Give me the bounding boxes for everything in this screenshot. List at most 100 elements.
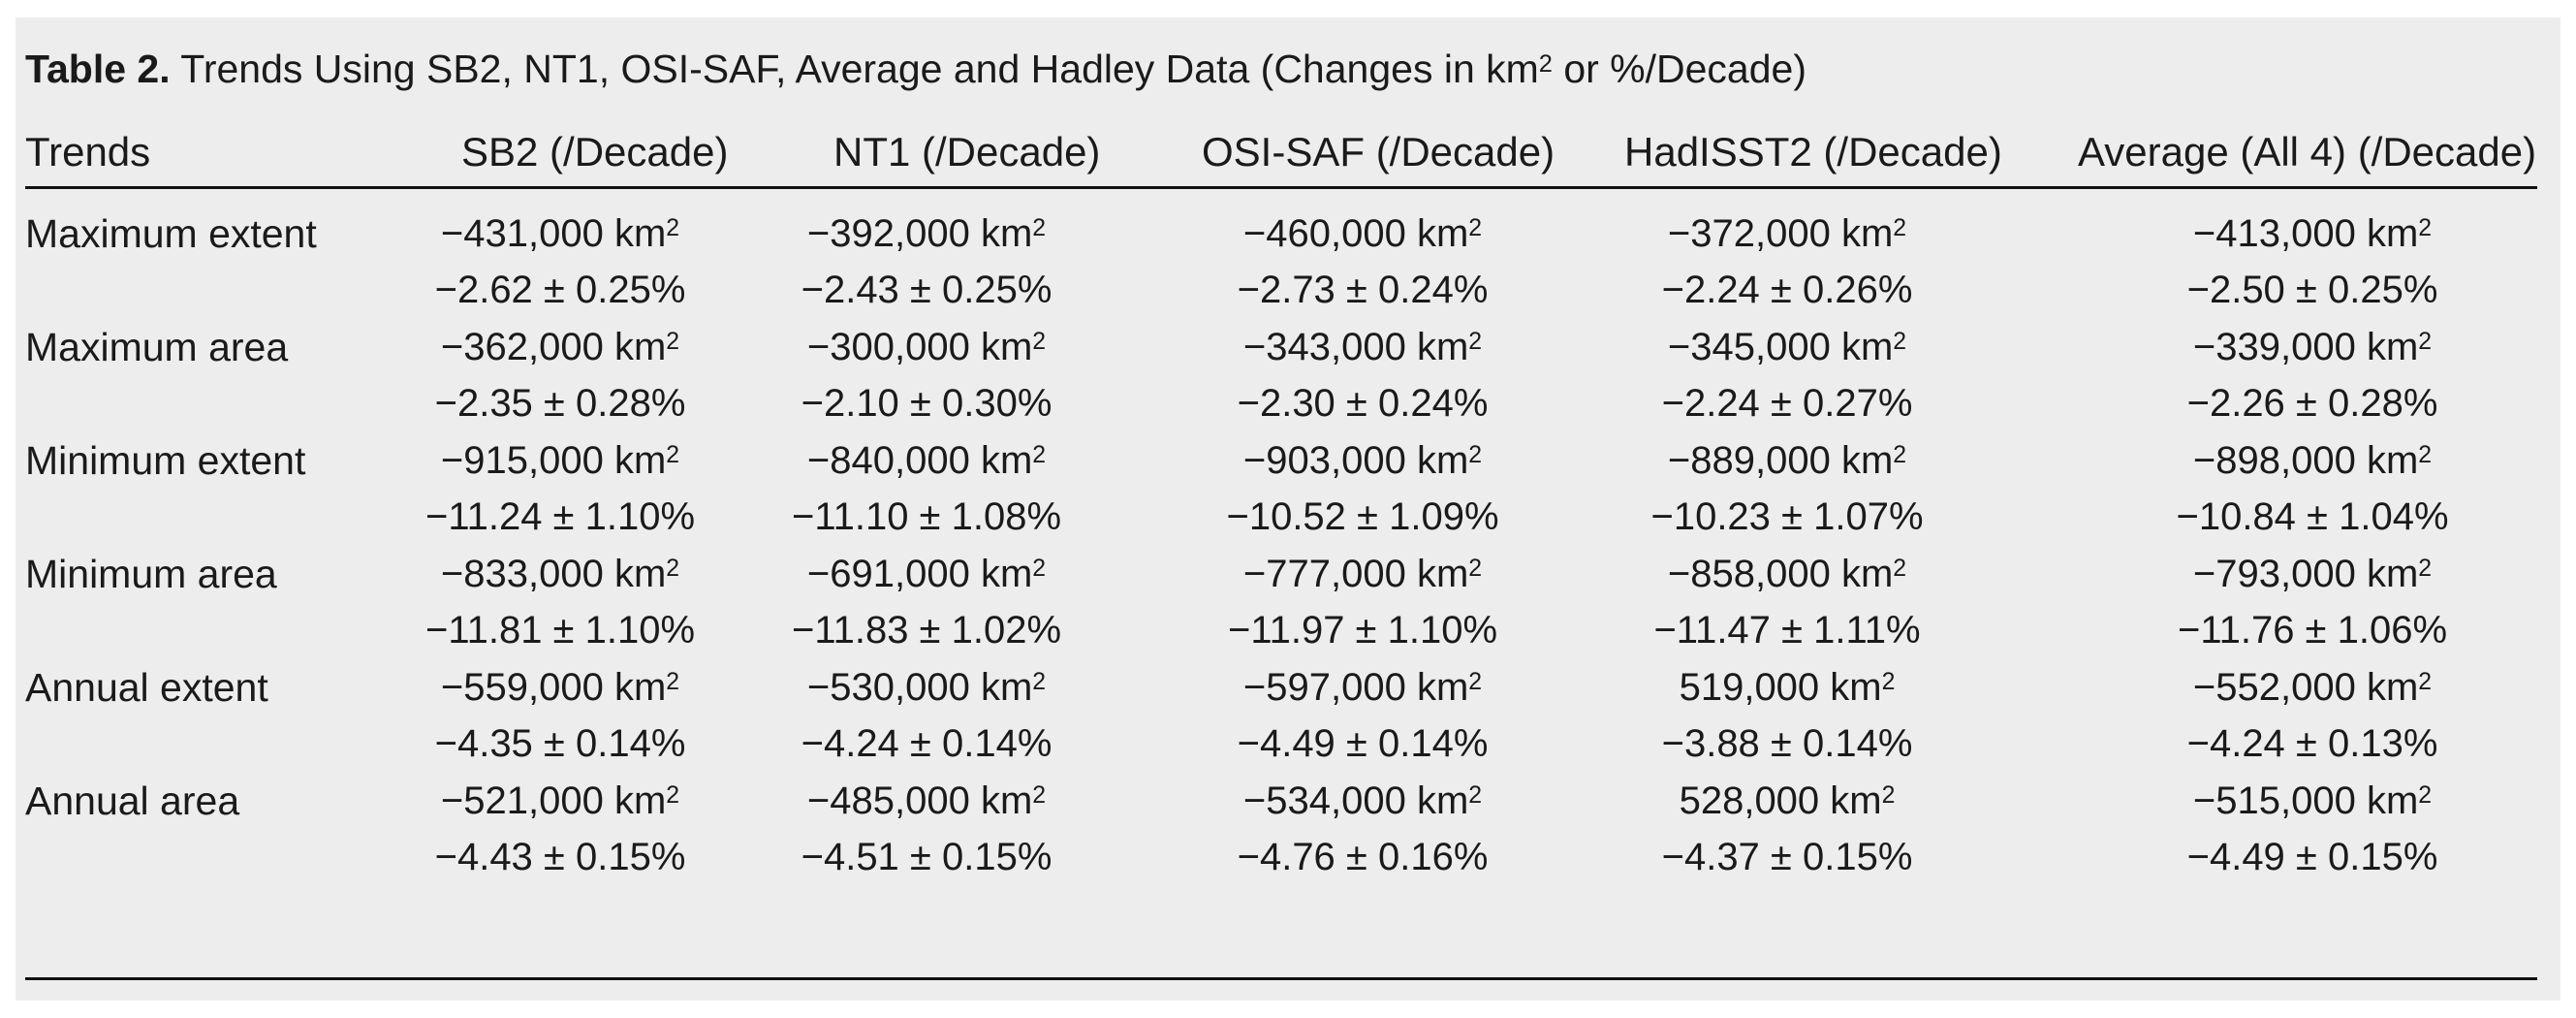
cell-percent-change: −2.50 ± 0.25%	[2186, 269, 2438, 311]
unit-superscript: 2	[2418, 328, 2433, 355]
unit-superscript: 2	[666, 555, 680, 582]
table-caption-label: Table 2.	[25, 47, 171, 91]
table-caption-tail: or %/Decade)	[1552, 47, 1806, 91]
cell-percent-change: −2.35 ± 0.28%	[434, 382, 686, 425]
cell-absolute-value: −793,000 km	[2192, 553, 2419, 595]
cell-absolute-change: −300,000 km2	[807, 319, 1046, 375]
cell-absolute-value: −460,000 km	[1242, 212, 1469, 255]
cell-percent-change: −11.81 ± 1.10%	[424, 609, 696, 652]
cell-percent-change: −10.84 ± 1.04%	[2176, 495, 2449, 538]
cell-absolute-value: −552,000 km	[2192, 666, 2419, 709]
cell-absolute-value: −372,000 km	[1667, 212, 1894, 255]
table-top-rule	[25, 186, 2537, 189]
cell-absolute-change: −793,000 km2	[2193, 546, 2432, 602]
cell-percent-change: −4.35 ± 0.14%	[434, 722, 686, 765]
cell-percent-change: −4.43 ± 0.15%	[434, 836, 686, 878]
cell-absolute-change: −339,000 km2	[2193, 319, 2432, 375]
unit-superscript: 2	[1468, 668, 1483, 695]
cell-absolute-change: −889,000 km2	[1668, 432, 1906, 489]
cell-absolute-change: −530,000 km2	[807, 659, 1046, 716]
cell-percent-change: −2.24 ± 0.27%	[1661, 382, 1913, 425]
cell-absolute-value: −392,000 km	[806, 212, 1033, 255]
unit-superscript: 2	[1468, 781, 1483, 809]
row-label: Maximum extent	[25, 211, 317, 256]
cell-percent-change: −4.24 ± 0.13%	[2186, 722, 2438, 765]
unit-superscript: 2	[1893, 214, 1907, 241]
cell-absolute-change: −460,000 km2	[1243, 206, 1482, 262]
row-label: Annual area	[25, 779, 240, 823]
unit-superscript: 2	[2418, 668, 2433, 695]
table-panel	[16, 17, 2560, 1001]
cell-percent-change: −2.10 ± 0.30%	[801, 382, 1052, 425]
cell-percent-change: −2.24 ± 0.26%	[1661, 269, 1913, 311]
cell-absolute-change: −343,000 km2	[1243, 319, 1482, 375]
cell-absolute-value: −339,000 km	[2192, 326, 2419, 368]
cell-absolute-change: 519,000 km2	[1680, 659, 1896, 716]
cell-percent-change: −4.76 ± 0.16%	[1237, 836, 1489, 878]
cell-percent-change: −3.88 ± 0.14%	[1661, 722, 1913, 765]
cell-absolute-change: −515,000 km2	[2193, 773, 2432, 829]
row-label: Minimum area	[25, 552, 277, 596]
unit-superscript: 2	[666, 214, 680, 241]
cell-percent-change: −11.76 ± 1.06%	[2177, 609, 2448, 652]
cell-percent-change: −2.73 ± 0.24%	[1237, 269, 1489, 311]
unit-superscript: 2	[1032, 668, 1047, 695]
cell-absolute-value: 519,000 km	[1679, 666, 1882, 709]
cell-percent-change: −4.24 ± 0.14%	[801, 722, 1052, 765]
unit-superscript: 2	[1893, 328, 1907, 355]
header-nt1: NT1 (/Decade)	[833, 129, 1101, 175]
cell-absolute-change: −691,000 km2	[807, 546, 1046, 602]
unit-superscript: 2	[1032, 781, 1047, 809]
cell-absolute-value: −915,000 km	[440, 439, 667, 482]
unit-superscript: 2	[1032, 328, 1047, 355]
unit-superscript: 2	[1468, 214, 1483, 241]
table-row: Minimum extent −915,000 km2 −11.24 ± 1.10%…	[25, 432, 2537, 546]
unit-superscript: 2	[2418, 781, 2433, 809]
cell-absolute-change: −362,000 km2	[441, 319, 679, 375]
table-row: Annual extent −559,000 km2 −4.35 ± 0.14% −5…	[25, 659, 2537, 773]
cell-percent-change: −2.30 ± 0.24%	[1237, 382, 1489, 425]
cell-absolute-change: −372,000 km2	[1668, 206, 1906, 262]
cell-absolute-value: −530,000 km	[806, 666, 1033, 709]
cell-absolute-change: −915,000 km2	[441, 432, 679, 489]
cell-percent-change: −11.24 ± 1.10%	[424, 495, 696, 538]
header-hadisst2: HadISST2 (/Decade)	[1624, 129, 2002, 175]
cell-absolute-value: −597,000 km	[1242, 666, 1469, 709]
unit-superscript: 2	[1032, 441, 1047, 468]
cell-absolute-change: −521,000 km2	[441, 773, 679, 829]
cell-absolute-change: −903,000 km2	[1243, 432, 1482, 489]
unit-superscript: 2	[1881, 668, 1896, 695]
cell-absolute-value: −903,000 km	[1242, 439, 1469, 482]
cell-absolute-value: −858,000 km	[1667, 553, 1894, 595]
unit-superscript: 2	[1893, 555, 1907, 582]
row-label: Minimum extent	[25, 438, 306, 483]
cell-percent-change: −11.83 ± 1.02%	[791, 609, 1062, 652]
cell-percent-change: −2.62 ± 0.25%	[434, 269, 686, 311]
cell-absolute-value: −777,000 km	[1242, 553, 1469, 595]
unit-superscript: 2	[1468, 555, 1483, 582]
unit-superscript: 2	[2418, 214, 2433, 241]
table-row: Annual area −521,000 km2 −4.43 ± 0.15% −485…	[25, 773, 2537, 886]
table-caption-superscript: 2	[1538, 49, 1553, 78]
cell-absolute-value: −534,000 km	[1242, 779, 1469, 822]
unit-superscript: 2	[1468, 441, 1483, 468]
table-caption-text: Trends Using SB2, NT1, OSI-SAF, Average …	[180, 47, 1539, 91]
row-label: Annual extent	[25, 665, 268, 710]
cell-percent-change: −11.10 ± 1.08%	[791, 495, 1062, 538]
cell-absolute-value: −485,000 km	[806, 779, 1033, 822]
row-label: Maximum area	[25, 325, 289, 369]
unit-superscript: 2	[1881, 781, 1896, 809]
cell-absolute-value: −515,000 km	[2192, 779, 2419, 822]
cell-percent-change: −2.26 ± 0.28%	[2186, 382, 2438, 425]
cell-percent-change: −11.97 ± 1.10%	[1227, 609, 1498, 652]
cell-percent-change: −4.51 ± 0.15%	[801, 836, 1052, 878]
cell-absolute-change: −777,000 km2	[1243, 546, 1482, 602]
cell-absolute-change: −552,000 km2	[2193, 659, 2432, 716]
cell-absolute-value: −898,000 km	[2192, 439, 2419, 482]
cell-percent-change: −10.52 ± 1.09%	[1226, 495, 1499, 538]
cell-absolute-value: −691,000 km	[806, 553, 1033, 595]
cell-percent-change: −4.49 ± 0.14%	[1237, 722, 1489, 765]
cell-percent-change: −2.43 ± 0.25%	[801, 269, 1052, 311]
cell-absolute-value: 528,000 km	[1679, 779, 1882, 822]
unit-superscript: 2	[1032, 555, 1047, 582]
